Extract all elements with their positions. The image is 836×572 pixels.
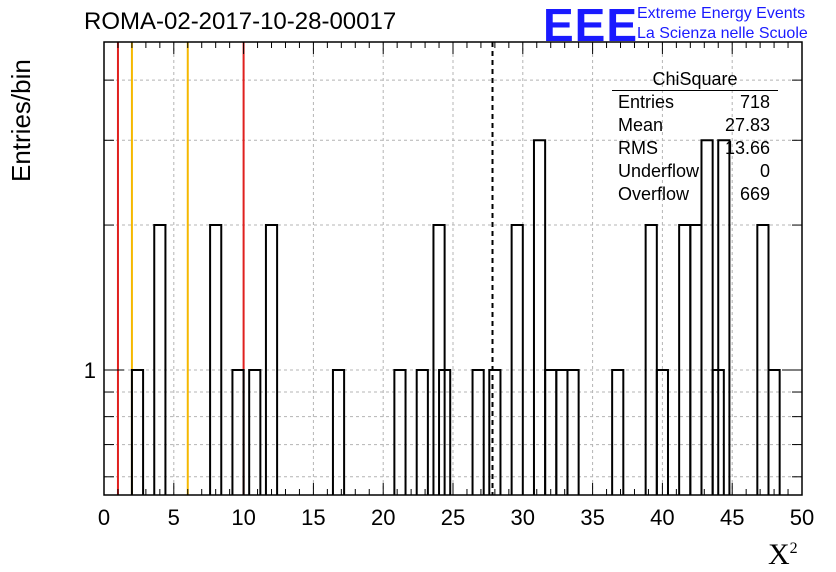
y-tick-label: 1 [84, 358, 96, 383]
x-tick-label: 50 [790, 505, 814, 530]
x-tick-label: 15 [301, 505, 325, 530]
eee-logo: EEE [543, 0, 639, 51]
stat-value: 718 [739, 92, 770, 112]
histogram-bar [700, 139, 714, 495]
stat-value: 27.83 [724, 115, 770, 135]
histogram-bar [488, 368, 502, 495]
x-tick-label: 40 [650, 505, 674, 530]
x-tick-label: 20 [371, 505, 395, 530]
axes: 0 5 10 15 20 25 30 35 40 45 50 1 [84, 41, 814, 530]
stat-row-overflow: Overflow 669 [612, 183, 778, 206]
histogram-bar [611, 368, 625, 495]
stat-row-rms: RMS 13.66 [612, 137, 778, 160]
stat-label: Entries [618, 92, 675, 112]
stat-label: Overflow [618, 184, 690, 204]
histogram-bar [510, 224, 524, 495]
histogram-bar [438, 368, 452, 495]
histogram-bar [248, 368, 262, 495]
histogram-bar [209, 224, 223, 495]
histogram-bar [231, 368, 245, 495]
histogram-bar [130, 368, 145, 495]
histogram-bars [130, 139, 781, 495]
stat-row-mean: Mean 27.83 [612, 114, 778, 137]
x-axis-label-sup: 2 [789, 540, 798, 557]
histogram-bar [655, 368, 669, 495]
stat-value: 0 [759, 161, 770, 181]
histogram-bar [415, 368, 429, 495]
histogram-bar [767, 368, 781, 495]
x-tick-label: 35 [580, 505, 604, 530]
histogram-bar [717, 139, 731, 495]
logo-line-1: Extreme Energy Events [637, 5, 806, 22]
stat-label: Mean [618, 115, 664, 135]
x-axis-label: X2 [768, 538, 798, 572]
stats-box: ChiSquare Entries 718 Mean 27.83 RMS 13.66 … [612, 68, 778, 206]
histogram-bar [471, 368, 485, 495]
stat-value: 13.66 [724, 138, 770, 158]
stat-label: RMS [618, 138, 658, 158]
histogram-bar [644, 224, 658, 495]
stat-value: 669 [739, 184, 770, 204]
histogram-bar [756, 224, 770, 495]
stats-title: ChiSquare [612, 68, 778, 91]
x-tick-label: 0 [98, 505, 110, 530]
stat-row-underflow: Underflow 0 [612, 160, 778, 183]
logo-text: Extreme Energy Events La Scienza nelle S… [637, 4, 808, 44]
histogram-bar [331, 368, 346, 495]
histogram-bar [532, 139, 547, 495]
histogram-bar [432, 224, 446, 495]
x-tick-label: 25 [441, 505, 465, 530]
histogram-bar [393, 368, 407, 495]
histogram-bar [544, 368, 558, 495]
x-tick-label: 30 [511, 505, 535, 530]
histogram-bar [678, 224, 692, 495]
histogram-bar [555, 368, 569, 495]
histogram-bar [566, 368, 580, 495]
x-tick-label: 45 [720, 505, 744, 530]
histogram-bar [689, 224, 703, 495]
histogram-bar [264, 224, 279, 495]
stat-label: Underflow [618, 161, 700, 181]
x-axis-label-base: X [768, 538, 790, 571]
logo-line-2: La Scienza nelle Scuole [637, 25, 808, 42]
stat-row-entries: Entries 718 [612, 91, 778, 114]
histogram-bar [153, 224, 167, 495]
x-tick-label: 5 [168, 505, 180, 530]
x-tick-label: 10 [231, 505, 255, 530]
chart-title: ROMA-02-2017-10-28-00017 [84, 8, 397, 35]
